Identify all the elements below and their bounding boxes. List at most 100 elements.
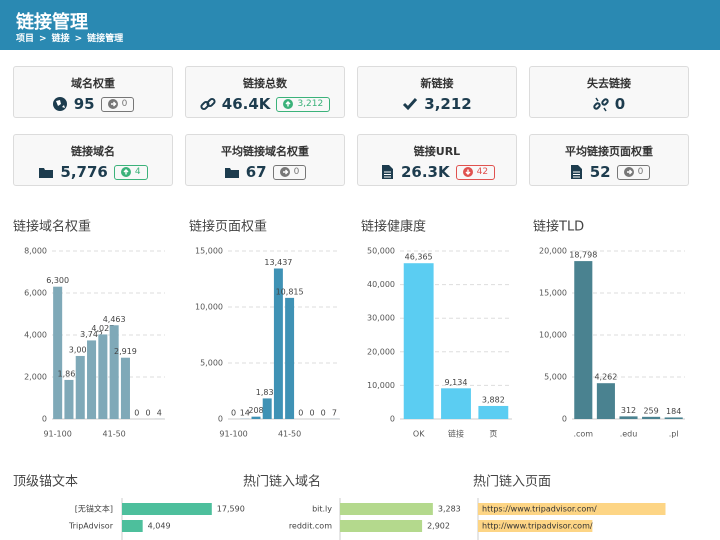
breadcrumb-item[interactable]: 链接 (51, 34, 70, 44)
bar (478, 520, 593, 532)
y-tick-label: 8,000 (24, 247, 47, 256)
value-label: 4,049 (148, 522, 171, 531)
bar (120, 357, 130, 419)
chart-title: 热门链入域名 (243, 474, 321, 490)
y-tick-label: 15,000 (539, 289, 567, 298)
breadcrumb-item[interactable]: 项目 (16, 34, 35, 44)
stat-value: 0 (614, 95, 626, 113)
bar (285, 297, 295, 419)
chart-title: 链接页面权重 (189, 219, 267, 235)
y-tick-label: 0 (390, 415, 395, 424)
value-label: 7 (332, 408, 337, 417)
x-tick-label: 41-50 (103, 430, 126, 439)
stat-badge: 3,212 (276, 96, 331, 112)
bar-label: https://www.tripadvisor.com/ (482, 505, 597, 514)
y-tick-label: 10,000 (367, 381, 395, 390)
badge-icon (279, 167, 290, 177)
stat-value: 95 (73, 95, 95, 113)
breadcrumb-separator: > (39, 34, 47, 44)
badge-text: 0 (637, 166, 644, 177)
x-tick-label: 链接 (448, 429, 464, 439)
stat-value: 3,212 (424, 95, 472, 113)
stat-label: 链接URL (413, 145, 461, 158)
x-tick-label: 91-100 (219, 430, 247, 439)
value-label: 0 (321, 409, 326, 418)
value-label: 0 (134, 409, 139, 418)
stat-badge: 42 (455, 164, 496, 180)
stat-row: 0 (530, 95, 688, 113)
x-tick-label: OK (413, 430, 425, 439)
value-label: 1,861 (57, 369, 80, 378)
y-tick-label: 30,000 (367, 314, 395, 323)
y-tick-label: 2,000 (24, 373, 47, 382)
category-label: TripAdvisor (68, 522, 114, 531)
stat-card: 链接URL 26.3K 42 (357, 134, 517, 186)
bar (403, 263, 434, 419)
stat-value: 52 (589, 163, 611, 181)
stat-row: 67 0 (186, 163, 344, 181)
stat-value: 5,776 (60, 163, 108, 181)
bar (642, 416, 661, 419)
chart-title: 热门链入页面 (473, 475, 551, 490)
stat-row: 5,776 4 (14, 163, 172, 181)
value-label: 13,437 (264, 258, 292, 267)
stat-label: 失去链接 (587, 77, 631, 90)
stat-icon (593, 97, 609, 112)
x-tick-label: 页 (489, 430, 497, 439)
y-tick-label: 15,000 (195, 247, 223, 256)
x-tick-label: 91-100 (43, 430, 71, 439)
bar (122, 520, 143, 532)
bar (262, 398, 272, 419)
bar (340, 503, 433, 515)
stat-label: 链接域名 (71, 145, 115, 158)
x-tick-label: .pl (669, 430, 679, 439)
stat-row: 26.3K 42 (358, 163, 516, 181)
stat-row: 3,212 (358, 95, 516, 113)
bar (87, 340, 97, 419)
bar (251, 416, 261, 419)
y-tick-label: 5,000 (544, 373, 567, 382)
y-tick-label: 10,000 (539, 331, 567, 340)
stat-card: 平均链接页面权重 52 0 (529, 134, 689, 186)
badge-text: 4 (134, 166, 141, 177)
breadcrumb-item: 链接管理 (87, 34, 124, 44)
y-tick-label: 0 (42, 415, 47, 424)
badge-icon (107, 99, 118, 109)
value-label: 18,798 (569, 251, 597, 260)
badge-text: 0 (121, 98, 128, 109)
stat-badge: 4 (113, 164, 148, 180)
chart-title: 顶级锚文本 (13, 475, 78, 490)
x-tick-label: .edu (620, 430, 638, 439)
y-tick-label: 10,000 (195, 303, 223, 312)
stat-row: 95 0 (14, 95, 172, 113)
value-label: 208 (248, 406, 263, 415)
stat-value: 26.3K (400, 163, 450, 181)
value-label: 184 (666, 407, 681, 416)
bar (574, 261, 593, 419)
chart-title: 链接域名权重 (13, 219, 91, 235)
stat-card: 平均链接域名权重 67 0 (185, 134, 345, 186)
badge-text: 42 (476, 166, 489, 177)
category-label: bit.ly (312, 505, 332, 514)
stat-card: 域名权重 95 0 (13, 66, 173, 118)
value-label: 3,882 (482, 395, 505, 404)
stat-icon (52, 97, 67, 111)
bar (273, 268, 283, 419)
y-tick-label: 6,000 (24, 289, 47, 298)
value-label: 14 (240, 408, 250, 417)
value-label: 3,283 (438, 505, 461, 514)
stat-icon (224, 168, 239, 178)
value-label: 0 (146, 409, 151, 418)
value-label: 0 (231, 409, 236, 418)
stat-badge: 0 (100, 96, 135, 112)
value-label: 4 (157, 408, 162, 417)
value-label: 4,463 (103, 315, 126, 324)
stat-card: 链接总数 46.4K 3,212 (185, 66, 345, 118)
stat-label: 平均链接页面权重 (565, 145, 653, 158)
y-tick-label: 40,000 (367, 280, 395, 289)
bar (64, 379, 74, 419)
bar (53, 286, 63, 419)
value-label: 3,002 (69, 345, 92, 354)
